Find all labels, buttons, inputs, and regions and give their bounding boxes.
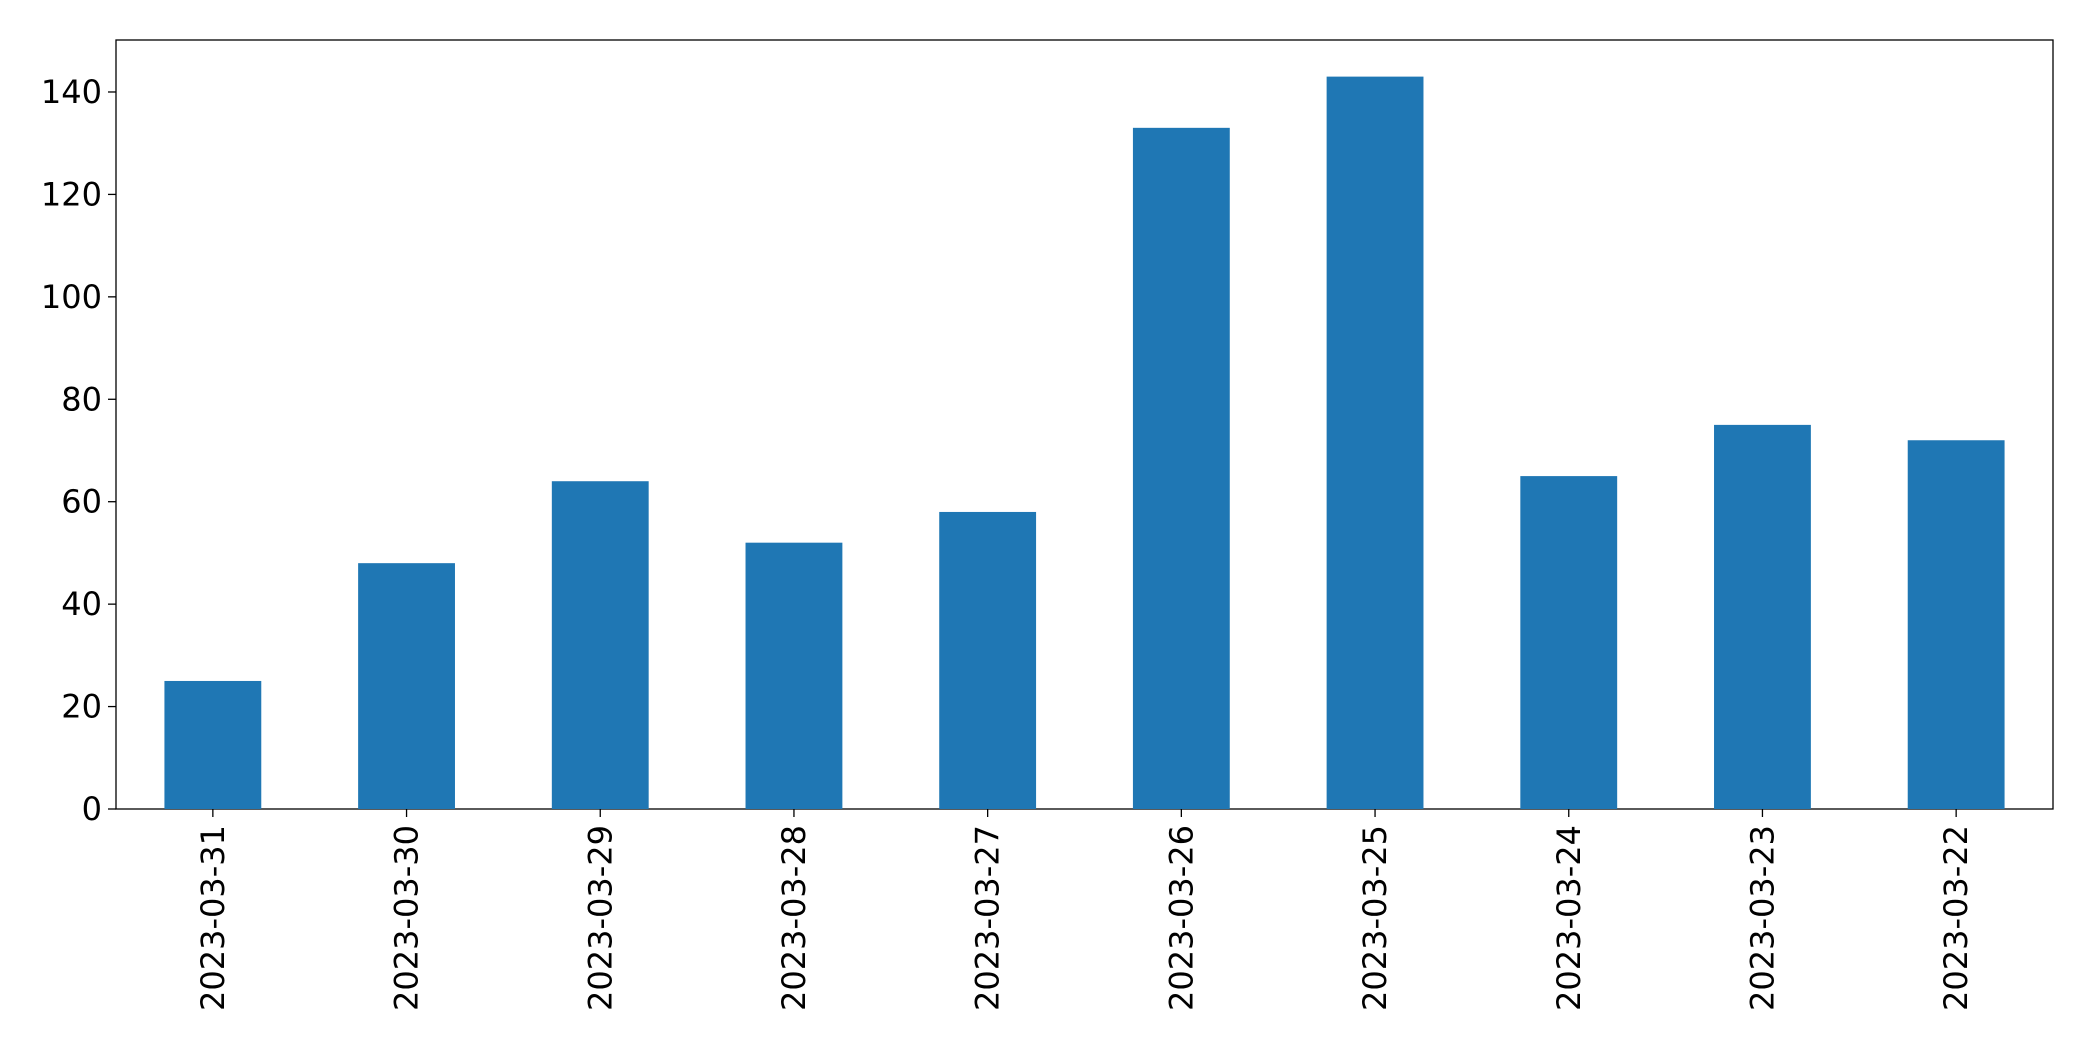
bar [745,542,843,809]
y-tick-label: 140 [41,73,102,111]
y-tick-label: 80 [61,380,102,418]
plot-frame [115,39,2054,810]
bar [1326,76,1424,810]
bar [1132,127,1230,810]
bar [939,511,1037,809]
y-tick-label: 40 [61,585,102,623]
bar [1714,424,1811,809]
y-tick-label: 20 [61,688,102,726]
bar [358,563,455,809]
x-tick-label: 2023-03-28 [775,825,813,1011]
y-tick-label: 0 [82,790,102,828]
bar [1520,476,1618,809]
x-tick-label: 2023-03-30 [388,825,426,1011]
x-tick-label: 2023-03-23 [1743,825,1781,1011]
bar [551,481,649,809]
y-tick-label: 60 [61,483,102,521]
x-tick-label: 2023-03-22 [1937,825,1975,1011]
x-tick-label: 2023-03-27 [969,825,1007,1011]
y-tick-label: 120 [41,175,102,213]
x-tick-label: 2023-03-31 [194,825,232,1011]
x-tick-label: 2023-03-26 [1162,825,1200,1011]
x-tick-label: 2023-03-29 [581,825,619,1011]
x-tick-label: 2023-03-25 [1356,825,1394,1011]
x-tick-label: 2023-03-24 [1550,825,1588,1011]
y-tick-label: 100 [41,278,102,316]
bar [1907,440,2005,809]
bar [164,680,262,809]
